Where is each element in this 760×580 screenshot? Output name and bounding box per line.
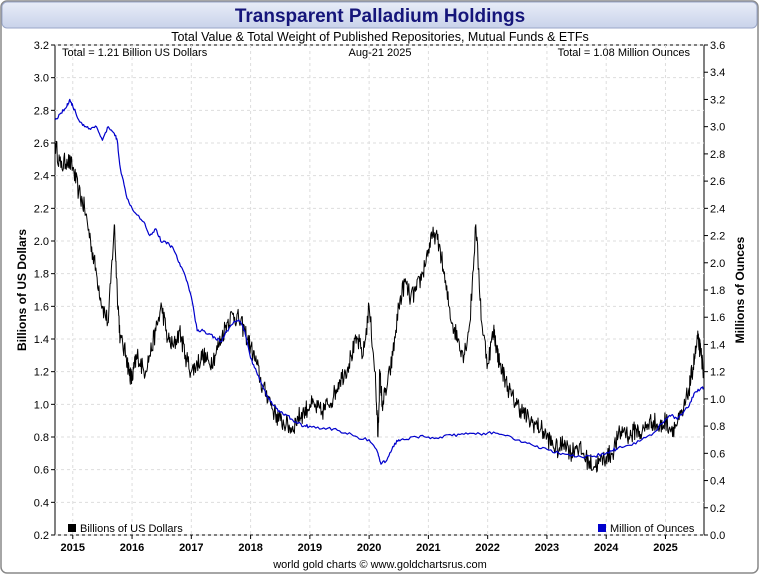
left-tick-label: 0.6 xyxy=(34,465,49,477)
total-value-label: Total = 1.21 Billion US Dollars xyxy=(62,47,208,59)
left-tick-label: 1.4 xyxy=(34,334,49,346)
series-line-usd xyxy=(55,140,704,473)
left-tick-label: 2.6 xyxy=(34,138,49,150)
left-tick-label: 0.4 xyxy=(34,497,49,509)
right-tick-label: 0.0 xyxy=(710,530,725,542)
left-tick-label: 2.0 xyxy=(34,236,49,248)
chart-title: Transparent Palladium Holdings xyxy=(235,6,525,27)
right-tick-label: 0.2 xyxy=(710,503,725,515)
legend-label-usd: Billions of US Dollars xyxy=(80,523,183,535)
right-tick-label: 1.6 xyxy=(710,312,725,324)
right-tick-label: 2.0 xyxy=(710,258,725,270)
footer-credit: world gold charts © www.goldchartsrus.co… xyxy=(272,559,487,571)
right-tick-label: 3.4 xyxy=(710,67,725,79)
left-tick-label: 1.8 xyxy=(34,269,49,281)
x-tick-label: 2016 xyxy=(120,542,144,554)
right-tick-label: 0.8 xyxy=(710,421,725,433)
right-tick-label: 1.2 xyxy=(710,367,725,379)
date-label: Aug-21 2025 xyxy=(349,47,412,59)
right-tick-label: 1.8 xyxy=(710,285,725,297)
plot-area xyxy=(54,44,705,536)
left-tick-label: 1.6 xyxy=(34,301,49,313)
legend-label-ounces: Million of Ounces xyxy=(610,523,695,535)
left-tick-label: 2.2 xyxy=(34,203,49,215)
legend-swatch-usd xyxy=(68,524,76,532)
x-tick-label: 2023 xyxy=(535,542,559,554)
right-tick-label: 2.8 xyxy=(710,149,725,161)
right-tick-label: 2.6 xyxy=(710,176,725,188)
x-tick-label: 2021 xyxy=(416,542,440,554)
right-tick-label: 2.4 xyxy=(710,203,725,215)
left-tick-label: 0.8 xyxy=(34,432,49,444)
right-axis: 0.0 0.2 0.4 0.6 0.8 1.0 1.2 1.4 1.6 1.8 2.0 2.2 2.4 2… xyxy=(704,40,725,542)
title-bar xyxy=(1,1,758,29)
left-tick-label: 2.4 xyxy=(34,171,49,183)
x-tick-label: 2019 xyxy=(298,542,322,554)
chart-subtitle: Total Value & Total Weight of Published … xyxy=(171,30,589,44)
x-tick-label: 2024 xyxy=(594,542,619,554)
grid-lines xyxy=(55,44,704,536)
left-axis-title: Billions of US Dollars xyxy=(15,229,29,351)
left-axis: 0.2 0.4 0.6 0.8 1.0 1.2 1.4 1.6 1.8 2.0 2.2 2.4 2.6 2… xyxy=(34,40,55,542)
left-tick-label: 0.2 xyxy=(34,530,49,542)
right-tick-label: 0.4 xyxy=(710,476,725,488)
right-tick-label: 3.0 xyxy=(710,122,725,134)
right-axis-title: Millions of Ounces xyxy=(733,236,747,343)
left-tick-label: 3.2 xyxy=(34,40,49,52)
x-tick-label: 2025 xyxy=(653,542,677,554)
x-tick-label: 2015 xyxy=(61,542,85,554)
x-tick-label: 2017 xyxy=(179,542,203,554)
right-tick-label: 3.6 xyxy=(710,40,725,52)
x-axis: 2015 2016 2017 2018 2019 2020 2021 2022 2023 2024… xyxy=(61,535,678,554)
right-tick-label: 3.2 xyxy=(710,94,725,106)
x-tick-label: 2018 xyxy=(238,542,262,554)
right-tick-label: 2.2 xyxy=(710,231,725,243)
series-line-ounces xyxy=(55,98,704,465)
legend-swatch-ounces xyxy=(598,524,606,532)
right-tick-label: 0.6 xyxy=(710,448,725,460)
right-tick-label: 1.4 xyxy=(710,339,725,351)
left-tick-label: 2.8 xyxy=(34,105,49,117)
series-layer xyxy=(55,98,704,473)
x-tick-label: 2022 xyxy=(475,542,499,554)
x-tick-label: 2020 xyxy=(357,542,381,554)
left-tick-label: 3.0 xyxy=(34,73,49,85)
left-tick-label: 1.2 xyxy=(34,367,49,379)
left-tick-label: 1.0 xyxy=(34,399,49,411)
right-tick-label: 1.0 xyxy=(710,394,725,406)
total-weight-label: Total = 1.08 Million Ounces xyxy=(558,47,691,59)
